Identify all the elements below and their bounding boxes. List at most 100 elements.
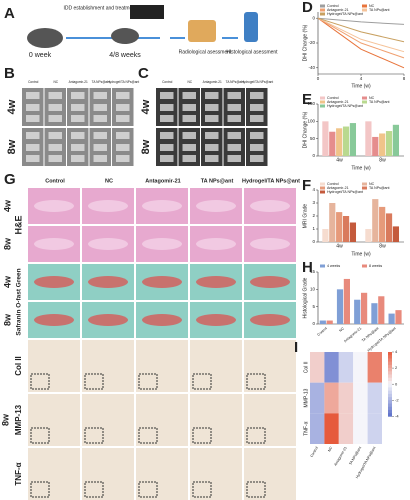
colorbar-label: -4 — [395, 413, 399, 418]
disc — [34, 238, 74, 250]
panel-label: I — [294, 339, 298, 356]
vertebra — [71, 92, 85, 99]
column-label: TA NPs@ant — [226, 80, 244, 84]
bar — [388, 313, 395, 324]
legend-swatch — [320, 190, 325, 194]
column-label: Antagomir-21 — [145, 178, 180, 184]
bar — [319, 320, 326, 324]
x-tick-label: 4 — [360, 76, 363, 81]
vertebra — [227, 144, 241, 151]
row-label: 8w — [0, 413, 10, 426]
vertebra — [71, 144, 85, 151]
x-tick-label: Control — [316, 326, 328, 337]
histology-image — [136, 340, 188, 392]
inset — [246, 373, 266, 390]
bar — [322, 229, 329, 242]
legend-label: TA NPs@ant — [369, 186, 390, 190]
bar — [336, 289, 344, 324]
column-label: Hydrogel/TA NPs@ant — [242, 178, 300, 184]
disc — [88, 314, 128, 326]
bar — [365, 121, 372, 156]
row-label: 4w — [2, 199, 12, 212]
y-tick-label: 0 — [312, 239, 315, 244]
inset — [246, 427, 266, 444]
heat-cell — [310, 413, 325, 444]
x-tick-label: 0 — [317, 76, 320, 81]
bar — [336, 212, 343, 242]
histology-image — [190, 448, 242, 500]
panel-label: D — [302, 0, 313, 16]
legend-swatch — [362, 186, 367, 190]
vertebra — [250, 104, 264, 111]
histology-image — [82, 340, 134, 392]
step: Histological asessment — [226, 49, 278, 55]
vertebra — [26, 144, 40, 151]
vertebra — [227, 104, 241, 111]
vertebra — [116, 132, 130, 139]
disc — [196, 276, 236, 288]
legend-label: Hydrogel/TA NPs@ant — [327, 104, 363, 108]
x-tick-label: 8 — [403, 76, 406, 81]
panel-label: E — [302, 91, 312, 108]
vertebra — [48, 155, 62, 162]
step: 4/8 weeks — [109, 52, 141, 59]
y-tick-label: 10 — [310, 287, 316, 292]
legend-swatch — [362, 100, 367, 104]
rat-icon — [111, 28, 139, 44]
legend-swatch — [320, 4, 325, 8]
row-label: TNF-α — [303, 421, 309, 435]
vertebra — [48, 92, 62, 99]
legend-label: TA NPs@ant — [369, 100, 390, 104]
colorbar-step — [388, 393, 392, 398]
heat-cell — [338, 352, 354, 383]
legend-label: TA NPs@ant — [369, 8, 390, 12]
step: IDD establishment and treatment — [63, 5, 137, 11]
histology-image — [190, 394, 242, 446]
row-label: 8w — [140, 139, 152, 154]
heat-cell — [353, 352, 368, 383]
disc — [196, 314, 236, 326]
colorbar-step — [388, 403, 392, 408]
y-tick-label: 150 — [307, 101, 315, 106]
y-tick-label: -20 — [308, 40, 315, 45]
heat-cell — [367, 382, 382, 414]
bar — [385, 213, 393, 242]
vertebra — [182, 104, 196, 111]
bar — [354, 299, 361, 324]
vertebra — [116, 144, 130, 151]
heat-cell — [310, 352, 325, 383]
column-label: Hydrogel/TA NPs@ant — [107, 80, 139, 84]
column-label: Antagomir-21 — [69, 80, 88, 84]
inset — [84, 481, 104, 498]
scanner-icon — [188, 20, 216, 42]
vertebra — [227, 92, 241, 99]
column-label: NC — [105, 178, 113, 184]
histology-image — [28, 394, 80, 446]
legend-label: 4 weeks — [327, 264, 340, 268]
disc — [250, 238, 290, 250]
series-line — [317, 17, 405, 59]
y-tick-label: 4 — [312, 187, 315, 192]
legend-swatch — [320, 96, 325, 100]
vertebra — [71, 115, 85, 122]
heat-cell — [324, 352, 339, 383]
panel-label: A — [4, 5, 15, 22]
histology-image — [244, 340, 296, 392]
vertebra — [93, 104, 107, 111]
vertebra — [160, 115, 174, 122]
legend-swatch — [320, 104, 325, 108]
vertebra — [116, 92, 130, 99]
inset — [192, 481, 212, 498]
bar — [349, 123, 357, 156]
colorbar-label: 0 — [395, 381, 398, 386]
legend-label: Hydrogel/TA NPs@ant — [327, 12, 363, 16]
vertebra — [250, 132, 264, 139]
bar — [379, 133, 386, 156]
series-line — [317, 17, 405, 69]
vertebra — [48, 132, 62, 139]
mri-thumb — [130, 5, 164, 19]
bar — [349, 222, 357, 242]
column-label: Antagomir-21 — [333, 446, 347, 467]
colorbar-step — [388, 387, 392, 391]
x-axis-title: Time (w) — [351, 83, 371, 89]
